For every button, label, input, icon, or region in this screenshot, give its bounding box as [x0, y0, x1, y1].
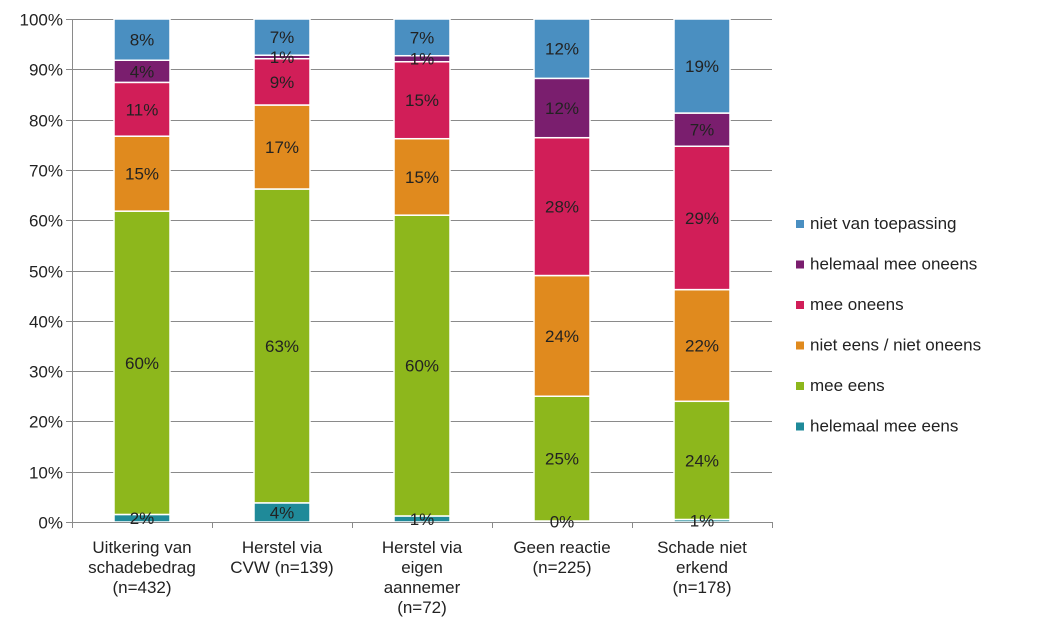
category-label: Uitkering van schadebedrag (n=432)	[88, 538, 196, 597]
legend-label: mee oneens	[810, 295, 904, 314]
data-label: 15%	[405, 168, 439, 187]
category-label-line: (n=225)	[532, 558, 591, 577]
category-label-line: aannemer	[384, 578, 461, 597]
category-label-line: CVW (n=139)	[230, 558, 333, 577]
data-label: 9%	[270, 73, 295, 92]
category-label: Geen reactie (n=225)	[513, 538, 610, 577]
legend-label: niet van toepassing	[810, 214, 957, 233]
legend: niet van toepassing helemaal mee oneens me…	[796, 214, 981, 436]
y-tick-label: 0%	[38, 514, 63, 533]
data-label: 0%	[550, 512, 575, 531]
data-label: 12%	[545, 40, 579, 59]
legend-label: niet eens / niet oneens	[810, 336, 981, 355]
legend-swatch	[796, 342, 804, 350]
data-label: 12%	[545, 99, 579, 118]
data-label: 7%	[270, 28, 295, 47]
category-label: Schade niet erkend (n=178)	[657, 538, 747, 597]
legend-swatch	[796, 423, 804, 431]
category-label-line: Geen reactie	[513, 538, 610, 557]
category-labels: Uitkering van schadebedrag (n=432) Herstel …	[88, 538, 747, 617]
category-label-line: erkend	[676, 558, 728, 577]
legend-swatch	[796, 261, 804, 269]
data-label: 60%	[405, 357, 439, 376]
y-tick-label: 50%	[29, 263, 63, 282]
category-label-line: schadebedrag	[88, 558, 196, 577]
y-tick-labels: 0% 10% 20% 30% 40% 50% 60% 70% 80% 90% 100%	[20, 11, 63, 533]
category-label-line: eigen	[401, 558, 443, 577]
category-label-line: Herstel via	[382, 538, 463, 557]
data-label: 8%	[130, 31, 155, 50]
legend-label: mee eens	[810, 376, 885, 395]
category-label-line: Schade niet	[657, 538, 747, 557]
data-label: 1%	[690, 512, 715, 531]
legend-label: helemaal mee oneens	[810, 255, 977, 274]
legend-swatch	[796, 382, 804, 390]
data-label: 22%	[685, 336, 719, 355]
data-label: 7%	[410, 28, 435, 47]
category-label-line: Uitkering van	[92, 538, 191, 557]
y-tick-label: 30%	[29, 363, 63, 382]
data-label: 28%	[545, 198, 579, 217]
data-label: 15%	[125, 165, 159, 184]
data-label: 19%	[685, 57, 719, 76]
data-label: 60%	[125, 354, 159, 373]
data-label: 11%	[126, 100, 159, 119]
category-label: Herstel via eigen aannemer (n=72)	[382, 538, 463, 617]
data-label: 1%	[410, 50, 435, 69]
category-label-line: Herstel via	[242, 538, 323, 557]
y-tick-label: 20%	[29, 413, 63, 432]
data-label: 24%	[545, 327, 579, 346]
data-label: 1%	[270, 48, 295, 67]
data-label: 2%	[130, 509, 155, 528]
legend-swatch	[796, 301, 804, 309]
y-tick-label: 70%	[29, 162, 63, 181]
data-label: 24%	[685, 451, 719, 470]
data-label: 25%	[545, 450, 579, 469]
legend-swatch	[796, 220, 804, 228]
data-label: 1%	[410, 510, 435, 529]
y-tick-label: 100%	[20, 11, 63, 30]
y-tick-label: 60%	[29, 212, 63, 231]
y-tick-label: 90%	[29, 61, 63, 80]
category-label: Herstel via CVW (n=139)	[230, 538, 333, 577]
category-label-line: (n=72)	[397, 598, 447, 617]
data-label: 4%	[270, 503, 295, 522]
legend-label: helemaal mee eens	[810, 417, 958, 436]
category-label-line: (n=432)	[112, 578, 171, 597]
y-tick-label: 10%	[29, 464, 63, 483]
data-label: 4%	[130, 62, 155, 81]
y-tick-label: 80%	[29, 112, 63, 131]
category-label-line: (n=178)	[672, 578, 731, 597]
data-label: 17%	[265, 138, 299, 157]
data-label: 15%	[405, 91, 439, 110]
data-label: 29%	[685, 209, 719, 228]
data-label: 63%	[265, 337, 299, 356]
y-tick-label: 40%	[29, 313, 63, 332]
data-label: 7%	[690, 121, 715, 140]
